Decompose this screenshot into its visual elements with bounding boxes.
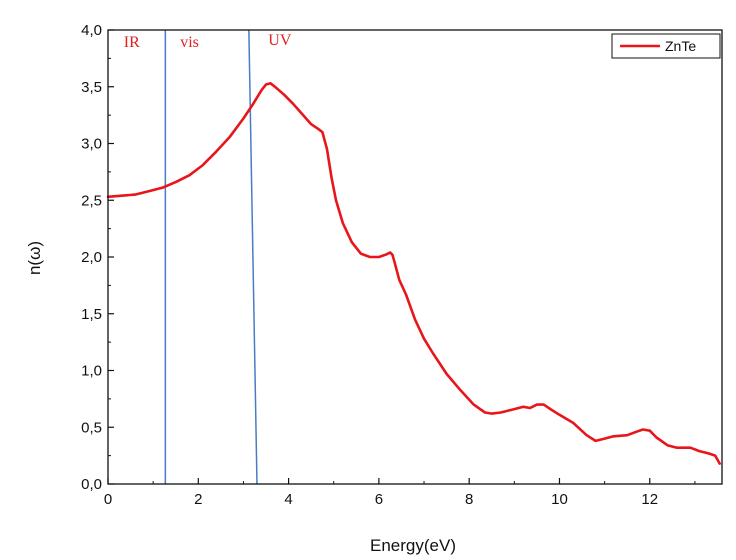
x-tick-label: 12 — [641, 491, 658, 508]
x-tick-label: 10 — [551, 491, 568, 508]
x-tick-label: 4 — [284, 491, 292, 508]
plot-frame — [107, 29, 723, 485]
x-tick-label: 0 — [104, 491, 112, 508]
region-label-vis: vis — [180, 34, 199, 51]
y-tick-label: 3,5 — [81, 79, 102, 96]
region-label-UV: UV — [268, 32, 292, 49]
legend-label-ZnTe: ZnTe — [665, 38, 696, 54]
y-tick-label: 1,5 — [81, 306, 102, 323]
ticks-layer: 0 2 4 6 8 10 12 0,0 0,5 1,0 1,5 2,0 2,5 3,0 3,5 4,0 — [81, 22, 696, 508]
y-tick-label: 2,5 — [81, 192, 102, 209]
region-label-IR: IR — [124, 34, 140, 51]
y-tick-label: 3,0 — [81, 136, 102, 153]
legend: ZnTe — [611, 33, 721, 59]
x-axis-title: Energy(eV) — [370, 536, 456, 555]
y-tick-label: 4,0 — [81, 22, 102, 39]
y-tick-label: 0,0 — [81, 476, 102, 493]
region-boundary-line — [248, 29, 258, 485]
y-tick-label: 2,0 — [81, 249, 102, 266]
x-tick-label: 6 — [375, 491, 383, 508]
y-axis-title: n(ω) — [25, 241, 44, 275]
series-layer — [106, 82, 722, 465]
y-tick-label: 1,0 — [81, 363, 102, 380]
series-line-ZnTe — [106, 82, 722, 465]
region-boundaries — [164, 29, 258, 485]
y-tick-label: 0,5 — [81, 419, 102, 436]
x-tick-label: 8 — [465, 491, 473, 508]
region-annotations: IR vis UV — [124, 32, 292, 51]
x-tick-label: 2 — [194, 491, 202, 508]
